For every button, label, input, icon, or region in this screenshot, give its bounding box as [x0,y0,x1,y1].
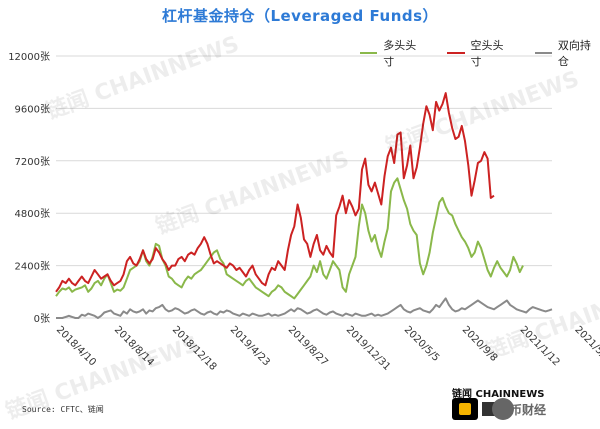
y-tick-label: 2400张 [15,261,50,273]
x-tick-label: 2019/8/27 [286,324,330,368]
brand-mark-text: 币财经 [510,403,547,417]
series-line-1 [55,92,495,293]
legend-swatch-long [360,52,378,54]
x-tick-label: 2019/4/23 [228,324,272,368]
y-tick-label: 12000张 [8,51,50,63]
legend-item-short: 空头头寸 [447,37,512,69]
x-tick-label: 2018/4/10 [54,324,98,368]
source-note: Source: CFTC、链闻 [22,405,104,414]
legend-swatch-spread [534,52,552,54]
y-tick-label: 7200张 [15,156,50,168]
brand-coin-icon [492,398,514,420]
legend: 多头头寸 空头头寸 双向持仓 [360,37,600,69]
y-tick-label: 4800张 [15,208,50,220]
series-line-0 [55,177,524,300]
legend-swatch-short [447,52,465,54]
legend-item-spread: 双向持仓 [534,37,600,69]
x-tick-label: 2020/5/5 [402,324,442,364]
x-tick-label: 2021/1/12 [518,324,562,368]
x-tick-label: 2018/8/14 [112,324,156,368]
brand-text: 链闻 CHAINNEWS [452,389,545,400]
y-tick-label: 0张 [34,313,50,325]
x-tick-label: 2020/9/8 [460,324,500,364]
series-line-2 [56,297,553,319]
y-tick-label: 9600张 [15,103,50,115]
legend-label-short: 空头头寸 [470,39,504,68]
legend-label-long: 多头头寸 [383,39,417,68]
brand-logo: 币财经 [452,398,564,420]
x-tick-label: 2019/12/31 [344,324,393,373]
legend-item-long: 多头头寸 [360,37,425,69]
x-tick-label: 2021/5/11 [572,324,600,368]
x-tick-label: 2018/12/18 [170,324,219,373]
brand-logo-icon [452,398,478,420]
legend-label-spread: 双向持仓 [557,39,591,68]
chart-title: 杠杆基金持仓（Leveraged Funds） [161,7,439,25]
